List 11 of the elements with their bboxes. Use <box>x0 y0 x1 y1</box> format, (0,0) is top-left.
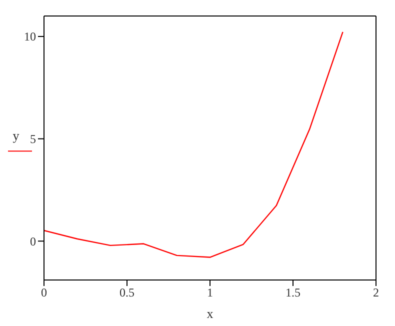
x-tick-label: 0.5 <box>120 286 134 300</box>
x-axis-title: x <box>206 306 214 321</box>
y-tick-label: 5 <box>30 132 36 146</box>
line-series <box>44 31 344 258</box>
y-tick-label: 0 <box>30 234 36 248</box>
x-tick-label: 1 <box>207 286 213 300</box>
y-tick-label: 10 <box>24 30 36 44</box>
x-tick-label: 2 <box>373 286 379 300</box>
x-tick-label: 0 <box>41 286 47 300</box>
x-tick-label: 1.5 <box>286 286 300 300</box>
y-axis-title: y <box>12 128 20 144</box>
